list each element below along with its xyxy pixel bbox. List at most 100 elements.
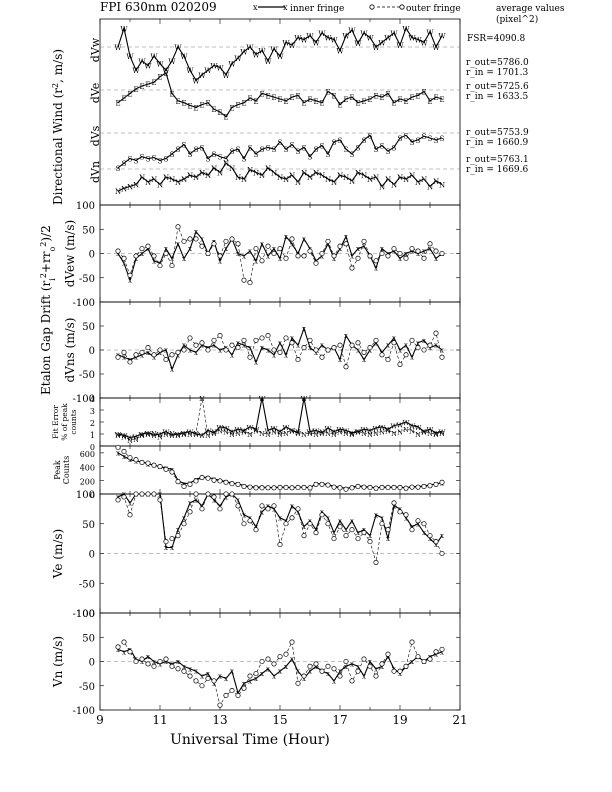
point-E: E (361, 98, 366, 106)
fsr-value: FSR=4090.8 (467, 34, 525, 44)
point-W: W (222, 72, 230, 80)
point-inner: x (158, 660, 162, 668)
point-N: N (193, 430, 199, 438)
point-N: N (121, 433, 127, 441)
point-outer (325, 663, 331, 669)
point-outer (379, 484, 385, 491)
point-W: W (199, 432, 206, 440)
point-N: N (127, 437, 133, 445)
point-outer (223, 692, 229, 699)
point-inner: x (410, 248, 414, 256)
r-in-value: r_in = 1669.6 (466, 165, 529, 175)
point-inner: x (404, 514, 408, 522)
point-outer (379, 250, 385, 257)
point-N: N (307, 174, 313, 182)
point-S: S (308, 154, 313, 162)
point-inner: x (416, 520, 420, 528)
point-inner: x (146, 245, 150, 253)
point-inner: x (302, 675, 306, 683)
point-outer (151, 253, 157, 259)
point-inner: x (194, 668, 198, 676)
point-S: S (158, 157, 163, 165)
point-inner: x (128, 456, 132, 464)
point-outer (397, 361, 403, 367)
point-inner: x (200, 342, 204, 350)
legend-outer-label: outer fringe (406, 4, 461, 14)
point-outer (157, 263, 163, 269)
x-tick-label: 15 (272, 713, 287, 727)
point-outer (427, 533, 433, 539)
point-E: E (253, 98, 258, 106)
point-W: W (355, 429, 362, 437)
point-inner: x (374, 665, 378, 673)
point-outer (361, 530, 367, 536)
point-inner: x (344, 526, 348, 534)
point-inner: x (188, 245, 192, 253)
point-outer (331, 536, 337, 542)
point-outer (415, 345, 421, 351)
point-inner: x (434, 255, 438, 263)
point-inner: x (326, 240, 330, 248)
point-N: N (367, 176, 373, 184)
point-outer (271, 347, 277, 353)
point-outer (271, 250, 277, 257)
point-inner: x (170, 366, 174, 374)
point-outer (295, 680, 301, 686)
point-outer (265, 506, 271, 512)
series-line-S (117, 134, 443, 169)
point-E: E (229, 104, 234, 112)
point-W: W (216, 64, 224, 72)
point-W: W (294, 35, 302, 43)
point-outer (175, 349, 181, 355)
point-outer (211, 494, 217, 500)
point-E: E (205, 100, 210, 108)
point-outer (229, 236, 235, 242)
point-outer (439, 479, 445, 485)
point-inner: x (152, 257, 156, 265)
point-W: W (247, 424, 254, 432)
point-outer (415, 248, 421, 254)
point-outer (115, 497, 121, 503)
legend-outer-marker (399, 4, 405, 10)
point-outer (277, 246, 283, 252)
point-inner: x (152, 658, 156, 666)
point-outer (169, 352, 175, 358)
point-N: N (331, 179, 337, 187)
point-E: E (409, 94, 414, 102)
point-outer (313, 347, 319, 353)
y-tick-label: -50 (79, 579, 95, 590)
point-W: W (289, 427, 296, 435)
y-tick-label: 0 (89, 346, 95, 357)
avg-values-unit: (pixel^2) (496, 14, 538, 25)
point-inner: x (362, 243, 366, 251)
point-outer (289, 515, 295, 521)
point-outer (325, 521, 331, 527)
point-W: W (348, 27, 356, 35)
point-S: S (218, 154, 223, 162)
point-N: N (211, 429, 217, 437)
point-outer (121, 255, 127, 261)
point-N: N (241, 176, 247, 184)
point-outer (403, 485, 409, 491)
point-outer (259, 485, 265, 491)
point-inner: x (152, 354, 156, 362)
point-inner: x (176, 526, 180, 534)
point-S: S (200, 144, 205, 152)
point-N: N (115, 432, 121, 440)
x-tick-label: 19 (392, 713, 407, 727)
point-W: W (391, 423, 398, 431)
point-W: W (246, 44, 254, 52)
point-W: W (283, 424, 290, 432)
point-inner: x (224, 245, 228, 253)
point-S: S (284, 146, 289, 154)
point-inner: x (206, 670, 210, 678)
point-S: S (326, 151, 331, 159)
point-inner: x (236, 339, 240, 347)
point-outer (295, 506, 301, 512)
point-outer (115, 248, 121, 254)
point-outer (181, 521, 187, 527)
y-tick-label: 100 (76, 201, 95, 212)
r-out-value: r_out=5725.6 (466, 82, 529, 92)
point-outer (355, 255, 361, 261)
y-tick-label: 4 (90, 395, 95, 404)
